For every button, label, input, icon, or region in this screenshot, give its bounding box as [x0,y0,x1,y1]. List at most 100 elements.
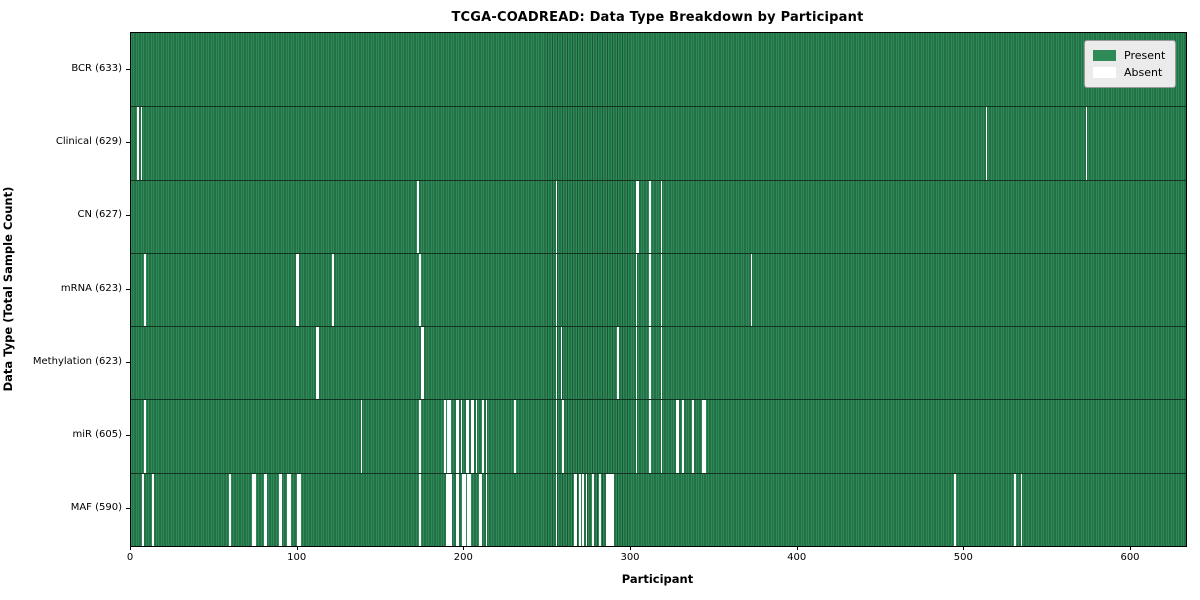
ytick-mark [126,215,130,217]
absent-gap [137,106,140,180]
absent-gap [463,472,466,546]
ytick-label-maf: MAF (590) [70,502,122,514]
absent-gap [598,472,601,546]
absent-gap [460,399,463,473]
absent-gap [475,399,478,473]
absent-gap [677,399,680,473]
ytick-label-cn: CN (627) [77,209,122,221]
absent-gap [1085,106,1088,180]
absent-gap [648,252,651,327]
absent-gap [443,399,446,473]
absent-gap [462,472,465,546]
absent-gap [637,179,640,253]
xtick-mark [130,546,131,550]
absent-gap [660,252,663,327]
ytick-mark [126,435,130,437]
absent-gap [485,399,488,473]
absent-gap [582,472,585,546]
absent-gap [648,399,651,473]
row-clinical [131,106,1186,180]
absent-gap [228,472,231,546]
ytick-mark [126,508,130,510]
ytick-mark [126,288,130,290]
absent-gap [953,472,956,546]
row-separator [131,252,1186,254]
absent-gap [467,472,470,546]
ytick-label-mir: miR (605) [72,429,122,441]
absent-gap [485,472,488,546]
absent-gap [298,472,301,546]
xtick-label-0: 0 [126,552,134,563]
absent-gap [465,399,468,473]
absent-gap [317,326,320,400]
absent-gap [612,472,615,546]
absent-gap [152,472,155,546]
absent-gap [675,399,678,473]
absent-gap [252,472,255,546]
absent-gap [702,399,705,473]
absent-gap [265,472,268,546]
ytick-mark [126,361,130,363]
absent-gap [555,252,558,327]
absent-gap [287,472,290,546]
absent-gap [332,252,335,327]
absent-gap [422,326,425,400]
absent-gap [555,399,558,473]
absent-gap [360,399,363,473]
absent-gap [573,472,576,546]
row-maf [131,472,1186,546]
ytick-label-clinical: Clinical (629) [55,135,122,147]
xtick-mark [630,546,631,550]
ytick-label-mrna: mRNA (623) [60,282,122,294]
absent-gap [278,472,281,546]
ytick-label-methylation: Methylation (623) [32,355,122,367]
absent-gap [467,399,470,473]
absent-gap [635,252,638,327]
absent-gap [610,472,613,546]
xtick-mark [963,546,965,550]
absent-gap [1020,472,1023,546]
absent-gap [703,399,706,473]
absent-gap [660,179,663,253]
absent-gap [660,326,663,400]
absent-gap [692,399,695,473]
legend-entry-absent: Absent [1093,64,1167,81]
xtick-label-100: 100 [287,552,307,563]
absent-gap [450,472,453,546]
absent-gap [297,252,300,327]
absent-gap [555,179,558,253]
absent-gap [455,472,458,546]
xtick-label-400: 400 [787,552,807,563]
absent-gap [592,472,595,546]
legend-absent-label: Absent [1124,66,1163,79]
absent-gap [1013,472,1016,546]
absent-gap [648,326,651,400]
xtick-label-200: 200 [453,552,473,563]
row-separator [131,179,1186,181]
xtick-mark [463,546,465,550]
ytick-label-bcr: BCR (633) [71,62,122,74]
absent-gap [447,399,450,473]
absent-gap [575,472,578,546]
row-cn [131,179,1186,253]
absent-gap [297,472,300,546]
row-separator [131,326,1186,328]
absent-gap [585,472,588,546]
absent-gap [140,106,143,180]
absent-gap [280,472,283,546]
absent-gap [608,472,611,546]
absent-gap [445,472,448,546]
row-separator [131,106,1186,108]
xtick-label-600: 600 [1120,552,1140,563]
xtick-label-300: 300 [620,552,640,563]
absent-gap [562,399,565,473]
absent-gap [555,472,558,546]
absent-gap [455,399,458,473]
absent-gap [472,399,475,473]
y-axis-title: Data Type (Total Sample Count) [1,186,15,392]
absent-gap [418,399,421,473]
absent-gap [315,326,318,400]
absent-gap [417,179,420,253]
absent-gap [288,472,291,546]
